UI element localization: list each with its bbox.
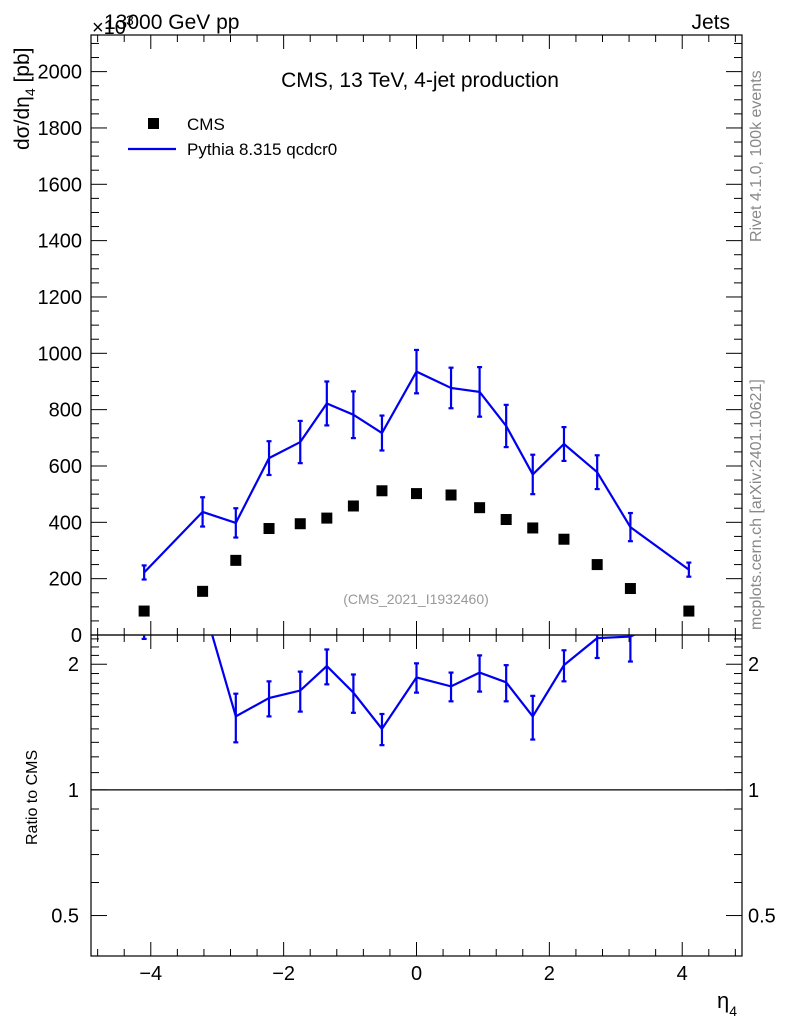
y-axis-label-main-base: dσ/dη (11, 96, 34, 150)
y-tick-label-main: 200 (49, 569, 82, 591)
axis-tick-labels: −4 −2 0 2 4 0 200 400 600 800 1000 1200 1400 1600 1800… (38, 62, 776, 985)
y-axis-label-main: dσ/dη4 [pb] (11, 47, 38, 150)
cms-data-point (321, 512, 333, 524)
cms-data-point (138, 605, 150, 617)
y-exponent-base: ×10 (92, 17, 126, 39)
cms-data-point (500, 514, 512, 526)
cms-data-point (230, 554, 242, 566)
mcplots-label: mcplots.cern.ch [arXiv:2401.10621] (748, 379, 765, 630)
y-tick-label-ratio: 1 (68, 780, 79, 802)
cms-data-point (624, 583, 636, 595)
chart-title: CMS, 13 TeV, 4-jet production (281, 69, 559, 92)
y-tick-label-ratio: 2 (68, 654, 79, 676)
cms-data-point (683, 605, 695, 617)
y-tick-label-ratio-right: 0.5 (748, 906, 776, 928)
cms-data-point (347, 500, 359, 512)
x-tick-label: 2 (544, 963, 555, 985)
y-exponent-label: ×103 (92, 12, 134, 39)
cms-data-point (445, 489, 457, 501)
axis-ticks (91, 35, 742, 957)
cms-data-point (474, 502, 486, 514)
y-tick-label-main: 400 (49, 512, 82, 534)
x-tick-label: −2 (272, 963, 295, 985)
ratio-plot-area (141, 635, 637, 747)
cms-data-point (376, 485, 388, 497)
x-tick-label: 0 (411, 963, 422, 985)
rivet-label: Rivet 4.1.0, 100k events (748, 70, 765, 242)
y-exponent-power: 3 (126, 12, 134, 28)
cms-data-point (197, 585, 209, 597)
x-tick-label: 4 (677, 963, 688, 985)
legend-pythia-label: Pythia 8.315 qcdcr0 (187, 140, 337, 159)
y-tick-label-main: 1000 (38, 343, 83, 365)
header-energy-label: 13000 GeV pp (104, 11, 239, 34)
y-axis-label-ratio: Ratio to CMS (24, 750, 41, 845)
legend-cms-marker (148, 118, 159, 129)
y-tick-label-ratio: 0.5 (51, 906, 79, 928)
y-tick-label-main: 1400 (38, 231, 83, 253)
cms-data-point (591, 559, 603, 571)
y-tick-label-main: 1600 (38, 174, 83, 196)
legend: CMS Pythia 8.315 qcdcr0 (128, 115, 337, 159)
pythia-series-line (143, 370, 690, 574)
x-tick-label: −4 (139, 963, 162, 985)
cms-data-point (411, 488, 422, 500)
y-tick-label-ratio-right: 2 (748, 654, 759, 676)
x-axis-label-base: η (717, 988, 729, 1013)
y-tick-label-main: 600 (49, 456, 82, 478)
cms-data-point (294, 518, 306, 530)
x-axis-label: η4 (717, 988, 737, 1019)
y-tick-label-main: 800 (49, 400, 82, 422)
cms-data-point (527, 522, 539, 534)
y-tick-label-main: 0 (71, 625, 82, 647)
y-axis-label-main-unit: [pb] (11, 47, 34, 88)
analysis-watermark: (CMS_2021_I1932460) (343, 591, 489, 607)
y-tick-label-main: 2000 (38, 62, 83, 84)
main-plot-area (138, 348, 695, 617)
y-tick-label-main: 1200 (38, 287, 83, 309)
y-axis-label-main-sub: 4 (22, 88, 38, 96)
cms-data-point (263, 523, 275, 535)
cms-data-point (558, 533, 570, 545)
y-tick-label-main: 1800 (38, 118, 83, 140)
legend-cms-label: CMS (187, 115, 225, 134)
y-tick-label-ratio-right: 1 (748, 780, 759, 802)
x-axis-label-sub: 4 (729, 1003, 737, 1019)
header-process-label: Jets (691, 11, 730, 34)
